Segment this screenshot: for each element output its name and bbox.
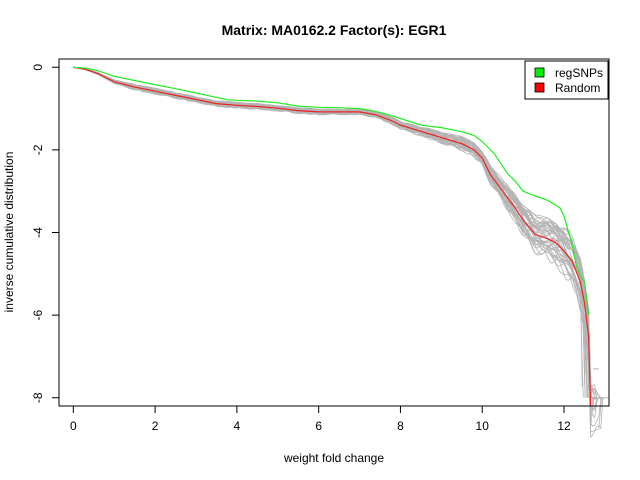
x-tick-label: 10 bbox=[476, 419, 490, 433]
series-line-regsnps bbox=[73, 66, 590, 316]
random-sample-line bbox=[73, 66, 589, 398]
x-tick-label: 8 bbox=[397, 419, 404, 433]
x-tick-label: 12 bbox=[557, 419, 571, 433]
y-axis: 0 -2 -4 -6 -8 bbox=[31, 64, 60, 403]
x-tick-label: 6 bbox=[315, 419, 322, 433]
random-sample-line bbox=[73, 66, 600, 400]
legend-label: Random bbox=[555, 81, 600, 95]
legend-swatch bbox=[534, 82, 545, 93]
x-tick-label: 4 bbox=[234, 419, 241, 433]
y-tick-label: -2 bbox=[31, 144, 45, 155]
x-axis-label: weight fold change bbox=[283, 451, 384, 465]
series-lines bbox=[73, 66, 592, 407]
legend-swatch bbox=[534, 67, 545, 78]
legend-label: regSNPs bbox=[555, 66, 603, 80]
legend-box bbox=[524, 60, 609, 100]
y-tick-label: -8 bbox=[31, 392, 45, 403]
x-tick-label: 2 bbox=[152, 419, 159, 433]
y-axis-label: inverse cumulative distribution bbox=[2, 152, 16, 313]
x-tick-label: 0 bbox=[70, 419, 77, 433]
series-line-random bbox=[73, 66, 592, 407]
chart-title: Matrix: MA0162.2 Factor(s): EGR1 bbox=[222, 22, 447, 38]
x-axis: 0 2 4 6 8 10 12 bbox=[70, 405, 571, 433]
y-tick-label: -4 bbox=[31, 227, 45, 238]
y-tick-label: 0 bbox=[31, 64, 45, 71]
y-tick-label: -6 bbox=[31, 309, 45, 320]
